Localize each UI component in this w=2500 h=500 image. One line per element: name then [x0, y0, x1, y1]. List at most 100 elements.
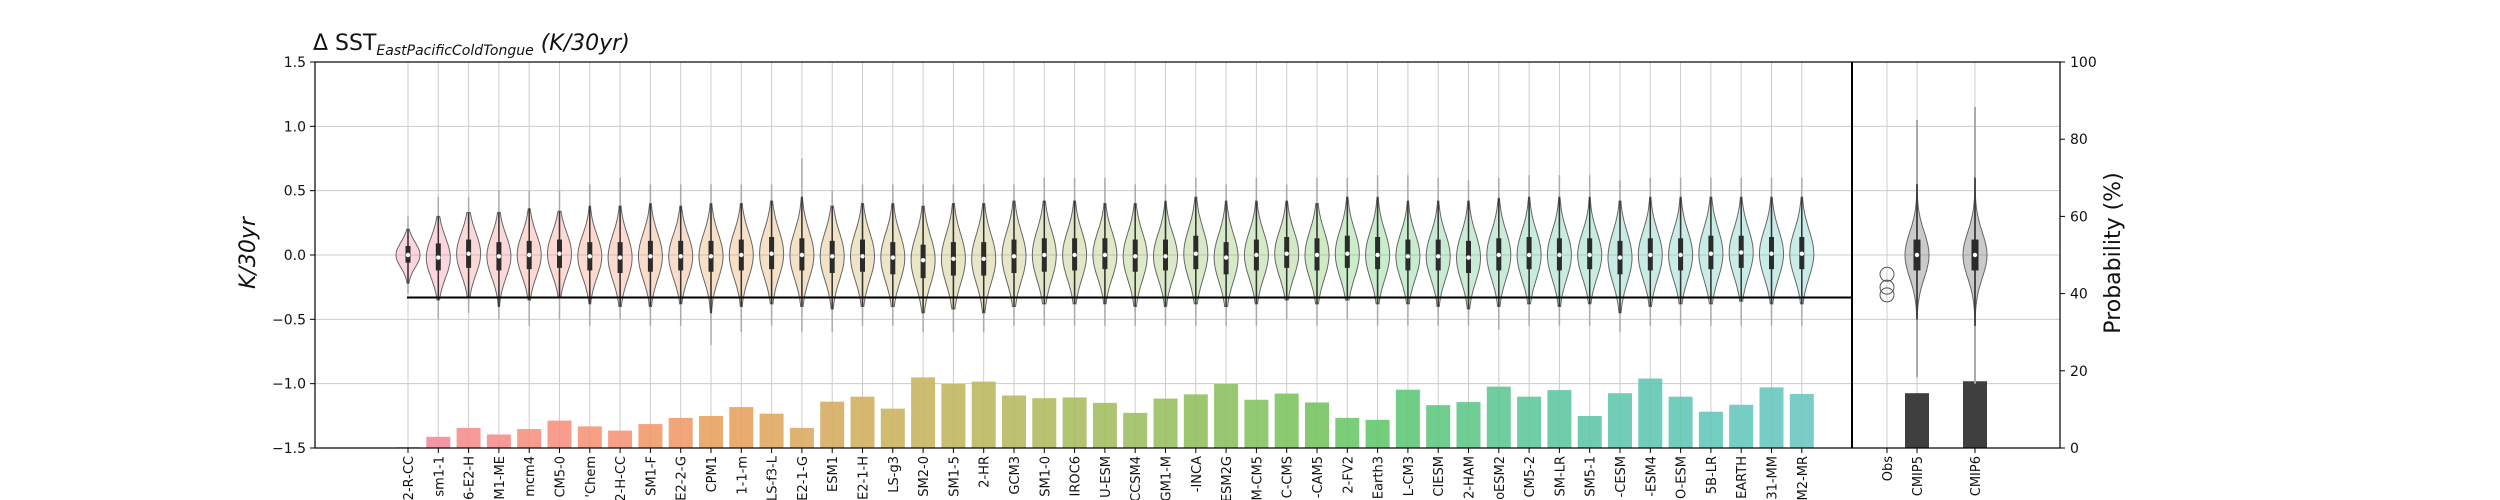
probability-bar [850, 396, 875, 448]
ensemble-violin-median [1914, 252, 1920, 258]
model-violin-median [1284, 251, 1289, 256]
x-tick-label: oESM2 [1493, 456, 1508, 500]
model-violin-median [1314, 252, 1320, 258]
y-tick-label-left: 1.5 [284, 55, 306, 71]
x-tick-label: SM1-0 [1038, 456, 1053, 497]
x-tick-label: CIESM [1432, 456, 1447, 497]
x-tick-label: ESM2G [1220, 456, 1235, 500]
probability-bar [971, 381, 996, 448]
x-tick-label: mcm4 [523, 456, 538, 497]
x-tick-label: GCM3 [1008, 456, 1023, 495]
obs-point [1879, 287, 1895, 303]
probability-bar [1759, 387, 1784, 448]
model-violin-median [1133, 254, 1138, 259]
model-violin-median [436, 255, 441, 260]
x-tick-label: 31-MM [1766, 456, 1781, 500]
title-suffix: (K/30yr) [534, 31, 630, 56]
x-tick-label: M2-MR [1796, 456, 1811, 500]
x-tick-label: ESM1 [826, 456, 841, 492]
x-tick-label: -CAM5 [1311, 456, 1326, 498]
probability-bar [699, 415, 723, 448]
x-tick-label: 2-H-CC [614, 456, 629, 500]
model-violin-median [1436, 254, 1441, 259]
model-violin-median [1163, 254, 1168, 259]
chart-title: Δ SSTEastPacificColdTongue (K/30yr) [313, 31, 630, 59]
probability-bar [1456, 402, 1481, 448]
x-tick-label: GM1-M [1160, 456, 1175, 500]
model-violin-median [1466, 255, 1471, 260]
model-violin-median [708, 254, 714, 259]
probability-bar [1002, 395, 1026, 448]
probability-bar [1274, 393, 1299, 448]
model-violin-median [860, 254, 865, 259]
probability-bar [668, 417, 693, 448]
probability-bar [1153, 398, 1178, 448]
y-axis-label-left: K/30yr [236, 215, 261, 289]
probability-bar [1365, 419, 1390, 448]
x-tick-label: EARTH [1735, 456, 1750, 499]
probability-bar [1305, 402, 1329, 448]
x-tick-label: sm1-1 [432, 456, 447, 497]
x-tick-label: L-CM3 [1402, 456, 1417, 496]
x-tick-label: CMIP5 [1911, 456, 1926, 496]
model-violin-median [1193, 251, 1199, 256]
probability-bar [1517, 396, 1542, 448]
x-tick-label: -INCA [1190, 456, 1205, 492]
probability-bar [820, 401, 845, 448]
x-tick-label: 2-HR [978, 456, 993, 488]
probability-bar [517, 429, 542, 448]
model-violin-median [739, 252, 744, 258]
y-tick-label-right: 40 [2070, 287, 2088, 303]
y-tick-label-right: 20 [2070, 364, 2088, 380]
x-tick-label: E2-1-G [796, 456, 811, 500]
title-prefix: Δ SST [313, 31, 377, 56]
probability-bar [608, 430, 633, 448]
model-violin-median [1223, 255, 1229, 260]
probability-bar [1062, 397, 1087, 448]
probability-bar [1608, 393, 1632, 448]
probability-bar [1092, 402, 1117, 448]
model-violin-median [1678, 252, 1683, 258]
probability-bar [1123, 412, 1148, 448]
probability-bar [547, 420, 572, 448]
x-tick-label: CCSM4 [1129, 456, 1144, 500]
model-violin-median [799, 252, 805, 258]
probability-bar [1577, 415, 1602, 448]
model-violin-median [496, 254, 502, 259]
model-violin-median [648, 254, 653, 259]
x-tick-label: CM5-0 [554, 456, 569, 498]
probability-bar [759, 413, 784, 448]
model-violin-median [1042, 252, 1047, 258]
model-violin-median [1708, 251, 1714, 256]
y-tick-label-left: −0.5 [272, 312, 306, 328]
x-tick-label: CMIP6 [1969, 456, 1984, 496]
probability-bar [729, 407, 754, 448]
model-violin-median [1617, 255, 1623, 260]
model-violin-median [981, 256, 986, 262]
x-tick-label: 2-R-CC [402, 456, 417, 500]
x-tick-label: M-CM5 [1250, 456, 1265, 500]
x-tick-label: -CESM [1614, 456, 1629, 497]
probability-bar [1183, 394, 1208, 448]
model-violin-median [1799, 251, 1805, 256]
x-tick-label: O-ESM [1675, 456, 1690, 499]
probability-bars [396, 377, 1987, 448]
ticks: 1.5 1.0 0.5 0.0 −0.5 −1.0 −1.5 100 80 60 40 20 0 2-R-… [272, 55, 2097, 500]
model-violin-median [678, 254, 683, 259]
probability-bar [880, 408, 905, 448]
probability-bar [1789, 393, 1814, 448]
model-violin-median [1375, 252, 1380, 258]
model-violin-median [527, 252, 532, 258]
x-tick-label: 2-HAM [1463, 456, 1478, 499]
probability-bar [1547, 390, 1572, 448]
x-tick-label: E2-1-H [857, 456, 872, 500]
y-tick-label-left: 0.5 [284, 184, 306, 200]
model-violin-median [1011, 254, 1017, 259]
model-violin-median [769, 251, 774, 256]
y-tick-label-left: −1.0 [272, 377, 306, 393]
probability-bar [577, 426, 602, 448]
obs-point [1879, 279, 1895, 295]
y-axis-label-right: Probability (%) [2101, 172, 2126, 333]
x-tick-label: SM5-1 [1584, 456, 1599, 497]
model-violin-median [1526, 252, 1532, 258]
